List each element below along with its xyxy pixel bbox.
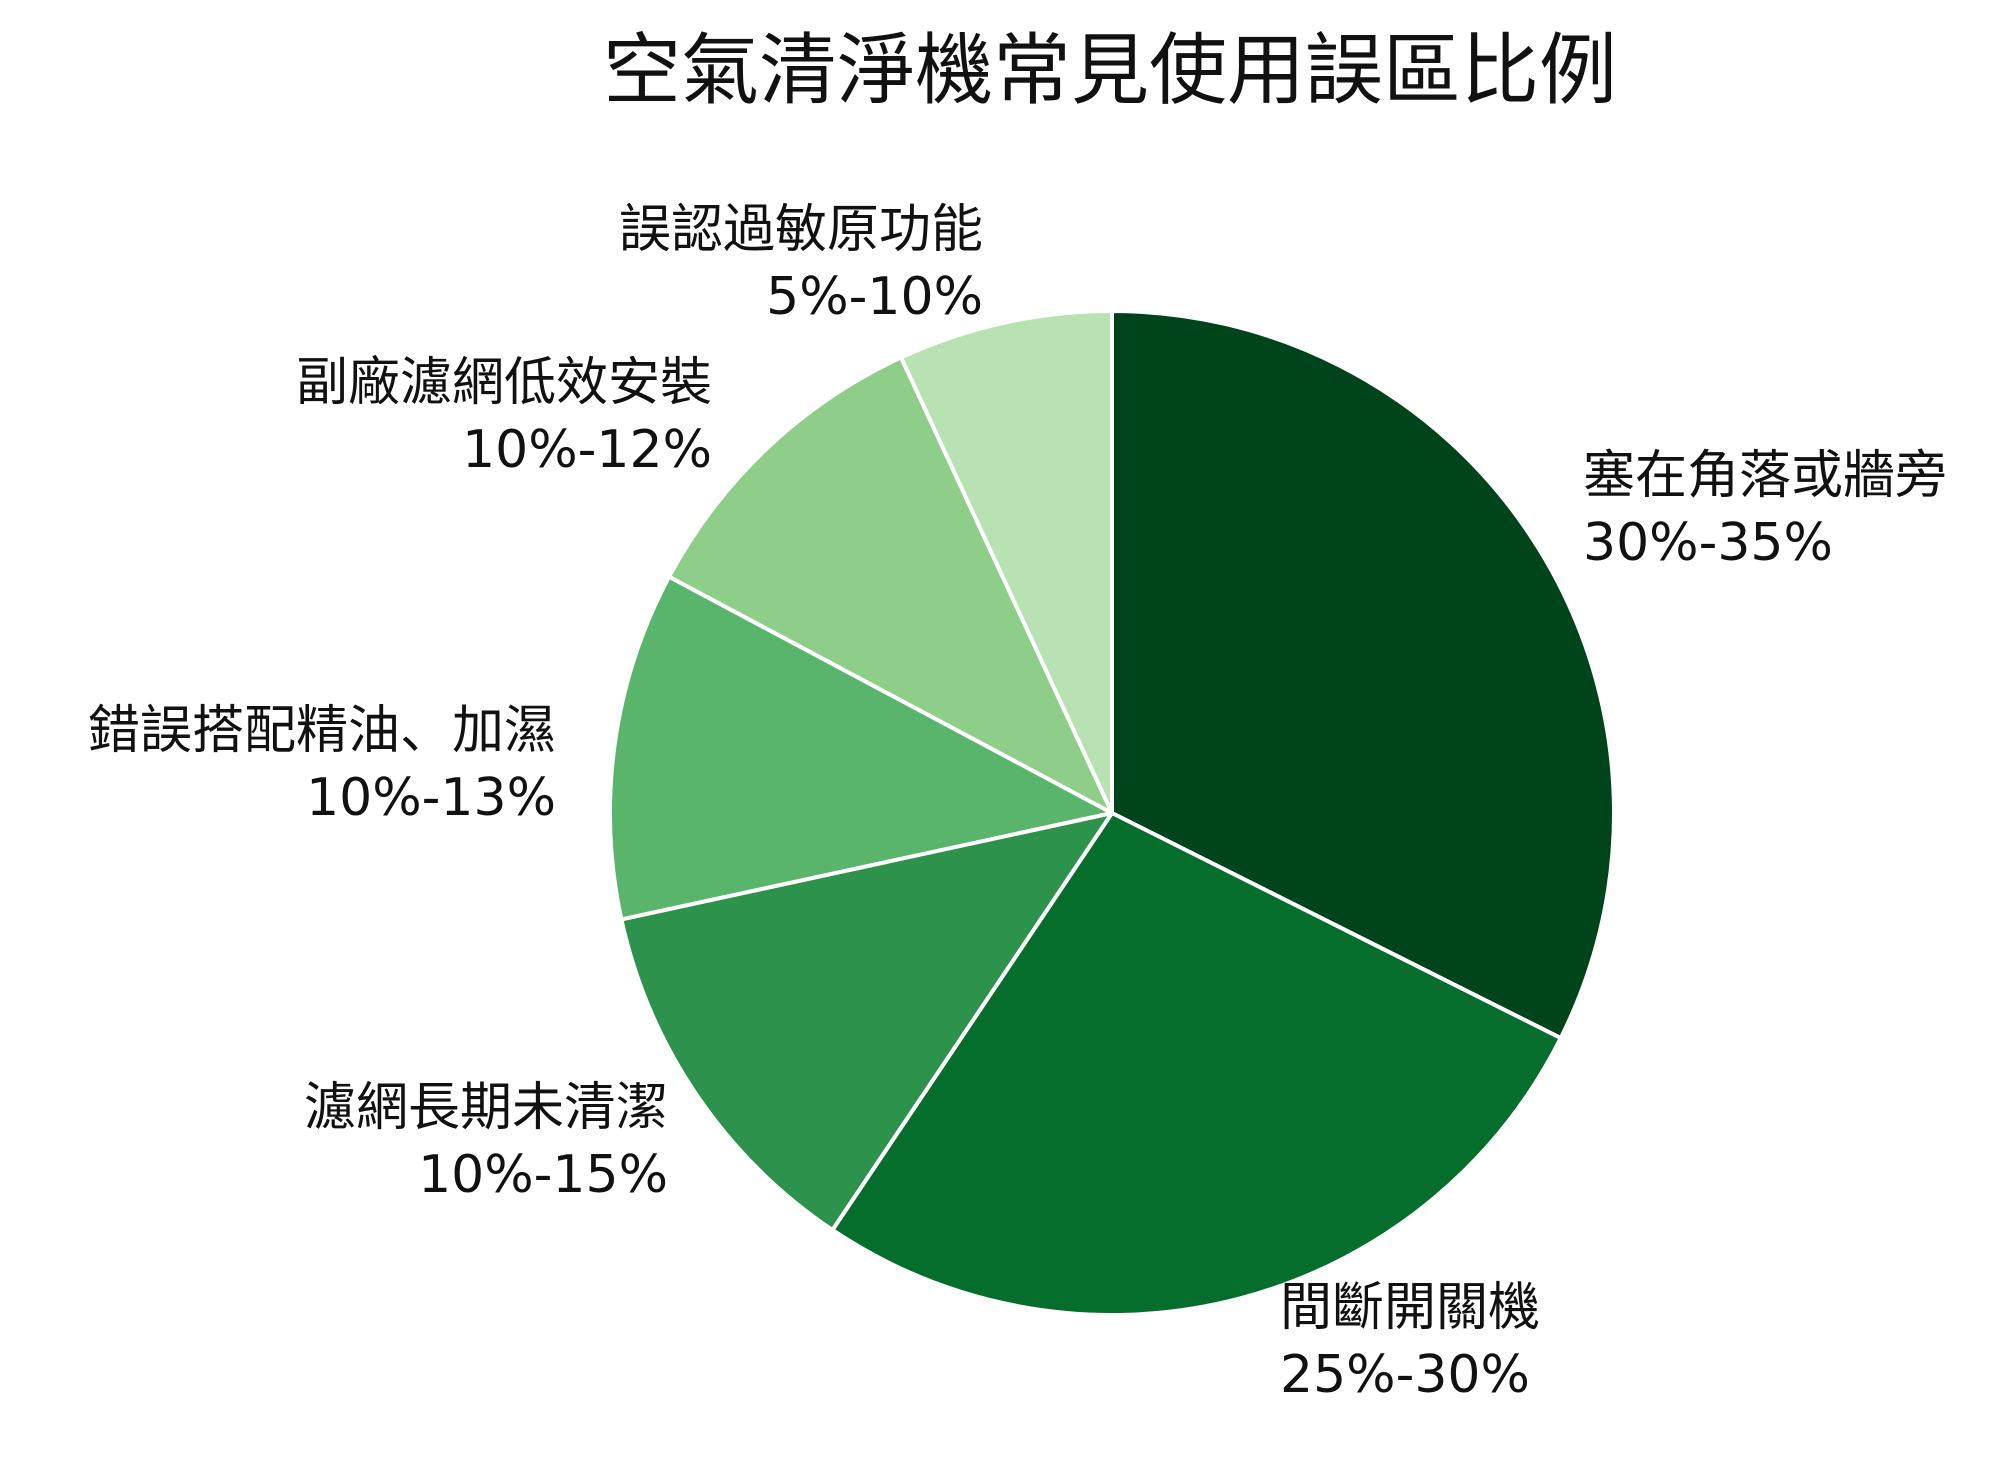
slice-label: 濾網長期未清潔: [304, 1078, 668, 1138]
slice-labels: 塞在角落或牆旁 30%-35% 間斷開關機 25%-30% 濾網長期未清潔 10%-15%…: [88, 200, 1947, 1405]
slice-percent-label: 30%-35%: [1583, 513, 1833, 573]
slice-percent-label: 25%-30%: [1280, 1345, 1530, 1405]
pie-slice: [608, 574, 1114, 922]
chart-title: 空氣清淨機常見使用誤區比例: [603, 26, 1617, 116]
pie-slice: [830, 811, 1563, 1318]
pie-slice: [899, 309, 1114, 815]
pie-slice: [619, 811, 1114, 1232]
slice-label: 錯誤搭配精油、加濕: [88, 701, 556, 761]
slice-percent-label: 10%-13%: [306, 768, 556, 828]
slice-percent-label: 10%-12%: [462, 420, 712, 480]
slice-percent-label: 5%-10%: [766, 267, 983, 327]
slice-label: 間斷開關機: [1280, 1278, 1540, 1338]
slice-label: 副廠濾網低效安裝: [296, 353, 712, 413]
pie-slice: [667, 355, 1114, 815]
slice-percent-label: 10%-15%: [418, 1145, 668, 1205]
pie-slice: [1110, 309, 1616, 1041]
slice-label: 塞在角落或牆旁: [1583, 446, 1947, 506]
pie-slices: [608, 309, 1616, 1318]
slice-label: 誤認過敏原功能: [619, 200, 983, 260]
